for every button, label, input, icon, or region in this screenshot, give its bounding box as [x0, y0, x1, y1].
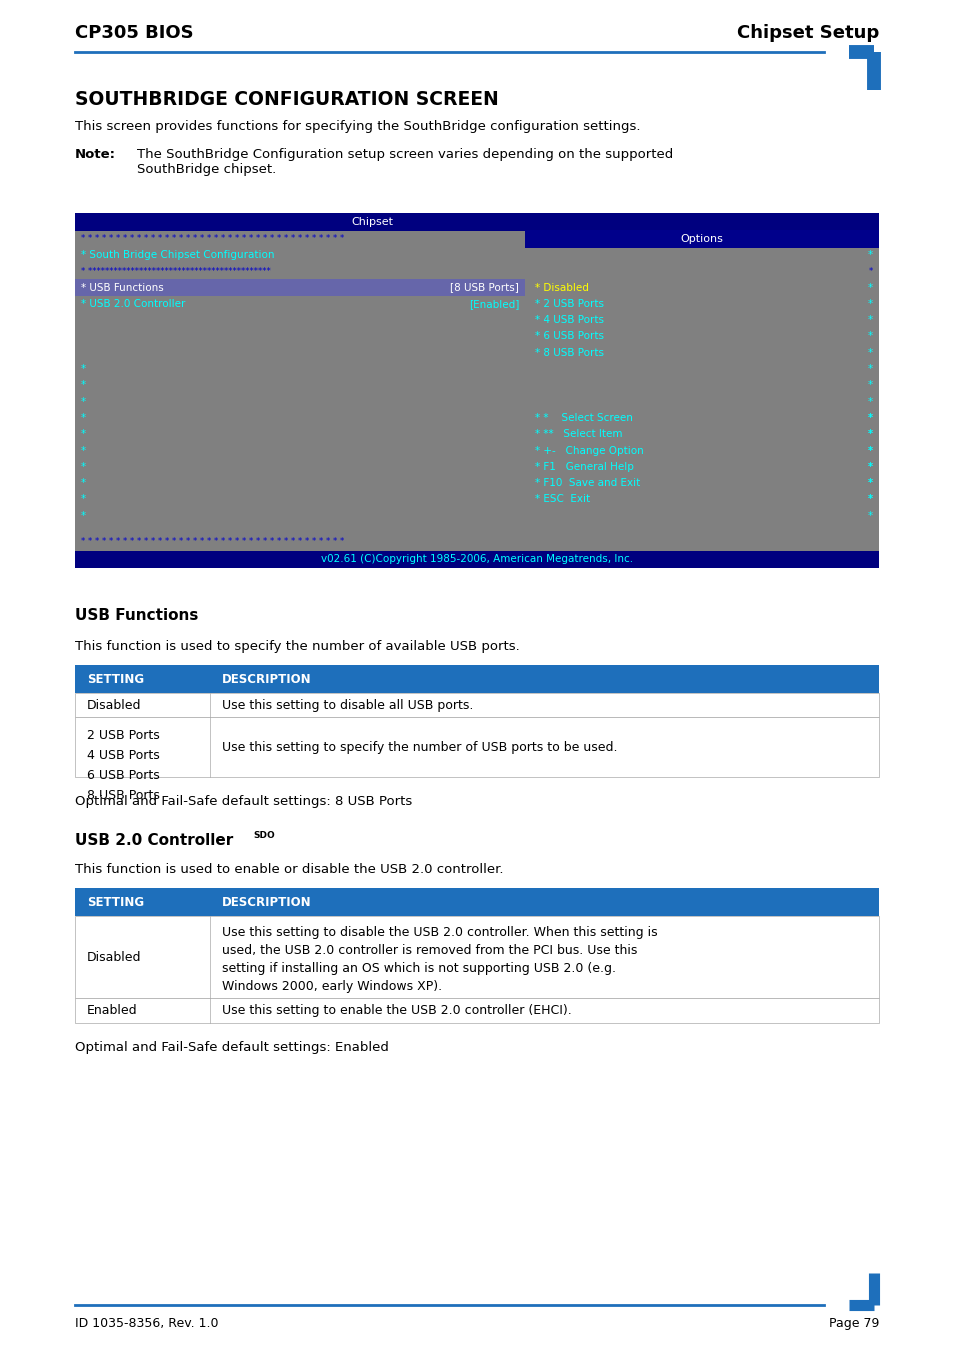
Text: SDO: SDO [253, 832, 274, 840]
Text: *: * [867, 332, 872, 342]
Text: * * * * * * * * * * * * * * * * * * * * * * * * * * * * * * * * * * * * * *: * * * * * * * * * * * * * * * * * * * * … [81, 234, 347, 243]
Text: ID 1035-8356, Rev. 1.0: ID 1035-8356, Rev. 1.0 [75, 1318, 218, 1330]
Text: Use this setting to specify the number of USB ports to be used.: Use this setting to specify the number o… [222, 741, 617, 753]
Text: * ESC  Exit: * ESC Exit [535, 494, 590, 505]
Text: *: * [867, 478, 872, 489]
Text: *: * [868, 267, 872, 275]
Text: *: * [867, 348, 872, 358]
Text: *: * [81, 397, 86, 406]
Bar [75, 693, 878, 717]
Text: *: * [81, 446, 86, 455]
Text: *: * [867, 462, 872, 472]
Text: Use this setting to disable all USB ports.: Use this setting to disable all USB port… [222, 698, 473, 711]
Text: *: * [867, 381, 872, 390]
Text: *: * [81, 494, 86, 505]
Text: * USB 2.0 Controller: * USB 2.0 Controller [81, 298, 185, 309]
Text: *: * [867, 364, 872, 374]
Text: DESCRIPTION: DESCRIPTION [222, 895, 312, 909]
Text: * South Bridge Chipset Configuration: * South Bridge Chipset Configuration [81, 250, 274, 261]
Text: *: * [867, 446, 872, 455]
Text: DESCRIPTION: DESCRIPTION [222, 672, 312, 686]
Bar [75, 279, 525, 296]
Text: *: * [867, 429, 872, 439]
Text: 2 USB Ports
4 USB Ports
6 USB Ports
8 USB Ports: 2 USB Ports 4 USB Ports 6 USB Ports 8 US… [87, 729, 160, 802]
Text: *: * [867, 494, 872, 505]
Text: USB 2.0 Controller: USB 2.0 Controller [75, 833, 233, 848]
Text: *: * [81, 510, 86, 521]
Text: Use this setting to disable the USB 2.0 controller. When this setting is
used, t: Use this setting to disable the USB 2.0 … [222, 926, 657, 994]
Text: This function is used to specify the number of available USB ports.: This function is used to specify the num… [75, 640, 519, 653]
Text: *: * [867, 315, 872, 325]
Text: * 2 USB Ports: * 2 USB Ports [535, 298, 603, 309]
Text: * 4 USB Ports: * 4 USB Ports [535, 315, 603, 325]
Text: *: * [867, 494, 872, 505]
Text: Optimal and Fail-Safe default settings: Enabled: Optimal and Fail-Safe default settings: … [75, 1041, 389, 1054]
Text: Chipset: Chipset [351, 217, 393, 227]
Text: *: * [81, 429, 86, 439]
Text: SETTING: SETTING [87, 672, 144, 686]
Text: * *    Select Screen: * * Select Screen [535, 413, 633, 423]
Text: *: * [867, 462, 872, 472]
Text: *: * [867, 446, 872, 455]
Text: *: * [867, 413, 872, 423]
Text: *: * [867, 478, 872, 489]
Text: * * * * * * * * * * * * * * * * * * * * * * * * * * * * * * * * * * * * * *: * * * * * * * * * * * * * * * * * * * * … [81, 537, 347, 545]
Text: Chipset Setup: Chipset Setup [736, 24, 878, 42]
Text: * **   Select Item: * ** Select Item [535, 429, 622, 439]
Text: * *******************************************: * **************************************… [81, 267, 271, 275]
Text: CP305 BIOS: CP305 BIOS [75, 24, 193, 42]
Text: SETTING: SETTING [87, 895, 144, 909]
Bar [75, 917, 878, 998]
Bar [75, 998, 878, 1023]
Text: *: * [867, 510, 872, 521]
Text: Enabled: Enabled [87, 1004, 137, 1017]
Text: SOUTHBRIDGE CONFIGURATION SCREEN: SOUTHBRIDGE CONFIGURATION SCREEN [75, 90, 498, 109]
Bar [75, 888, 878, 917]
Bar [75, 717, 878, 778]
Text: USB Functions: USB Functions [75, 608, 198, 622]
Text: * F10  Save and Exit: * F10 Save and Exit [535, 478, 639, 489]
Text: *: * [867, 429, 872, 439]
Bar [75, 213, 878, 568]
Bar [75, 213, 878, 231]
Text: [Enabled]: [Enabled] [468, 298, 518, 309]
Text: *: * [81, 413, 86, 423]
Text: *: * [81, 364, 86, 374]
Text: *: * [867, 397, 872, 406]
Text: *: * [81, 381, 86, 390]
Text: * Disabled: * Disabled [535, 282, 589, 293]
Bar [75, 666, 878, 693]
Text: Options: Options [680, 235, 722, 244]
Text: Optimal and Fail-Safe default settings: 8 USB Ports: Optimal and Fail-Safe default settings: … [75, 795, 412, 809]
Text: * 6 USB Ports: * 6 USB Ports [535, 332, 603, 342]
Text: This screen provides functions for specifying the SouthBridge configuration sett: This screen provides functions for speci… [75, 120, 639, 134]
Text: *: * [81, 478, 86, 489]
Text: * USB Functions: * USB Functions [81, 282, 164, 293]
Text: *: * [81, 462, 86, 472]
Text: * F1   General Help: * F1 General Help [535, 462, 634, 472]
Text: *: * [867, 413, 872, 423]
Text: The SouthBridge Configuration setup screen varies depending on the supported
Sou: The SouthBridge Configuration setup scre… [137, 148, 673, 176]
Text: This function is used to enable or disable the USB 2.0 controller.: This function is used to enable or disab… [75, 863, 503, 876]
Text: *: * [867, 250, 872, 261]
Text: *: * [867, 282, 872, 293]
Text: Page 79: Page 79 [828, 1318, 878, 1330]
Text: Disabled: Disabled [87, 950, 141, 964]
Bar [525, 231, 878, 248]
Text: Disabled: Disabled [87, 698, 141, 711]
Text: * +-   Change Option: * +- Change Option [535, 446, 643, 455]
Text: [8 USB Ports]: [8 USB Ports] [450, 282, 518, 293]
Text: * 8 USB Ports: * 8 USB Ports [535, 348, 603, 358]
Text: Use this setting to enable the USB 2.0 controller (EHCI).: Use this setting to enable the USB 2.0 c… [222, 1004, 571, 1017]
Text: Note:: Note: [75, 148, 116, 161]
Text: *: * [867, 298, 872, 309]
Bar [75, 551, 878, 568]
Text: v02.61 (C)Copyright 1985-2006, American Megatrends, Inc.: v02.61 (C)Copyright 1985-2006, American … [320, 555, 633, 564]
